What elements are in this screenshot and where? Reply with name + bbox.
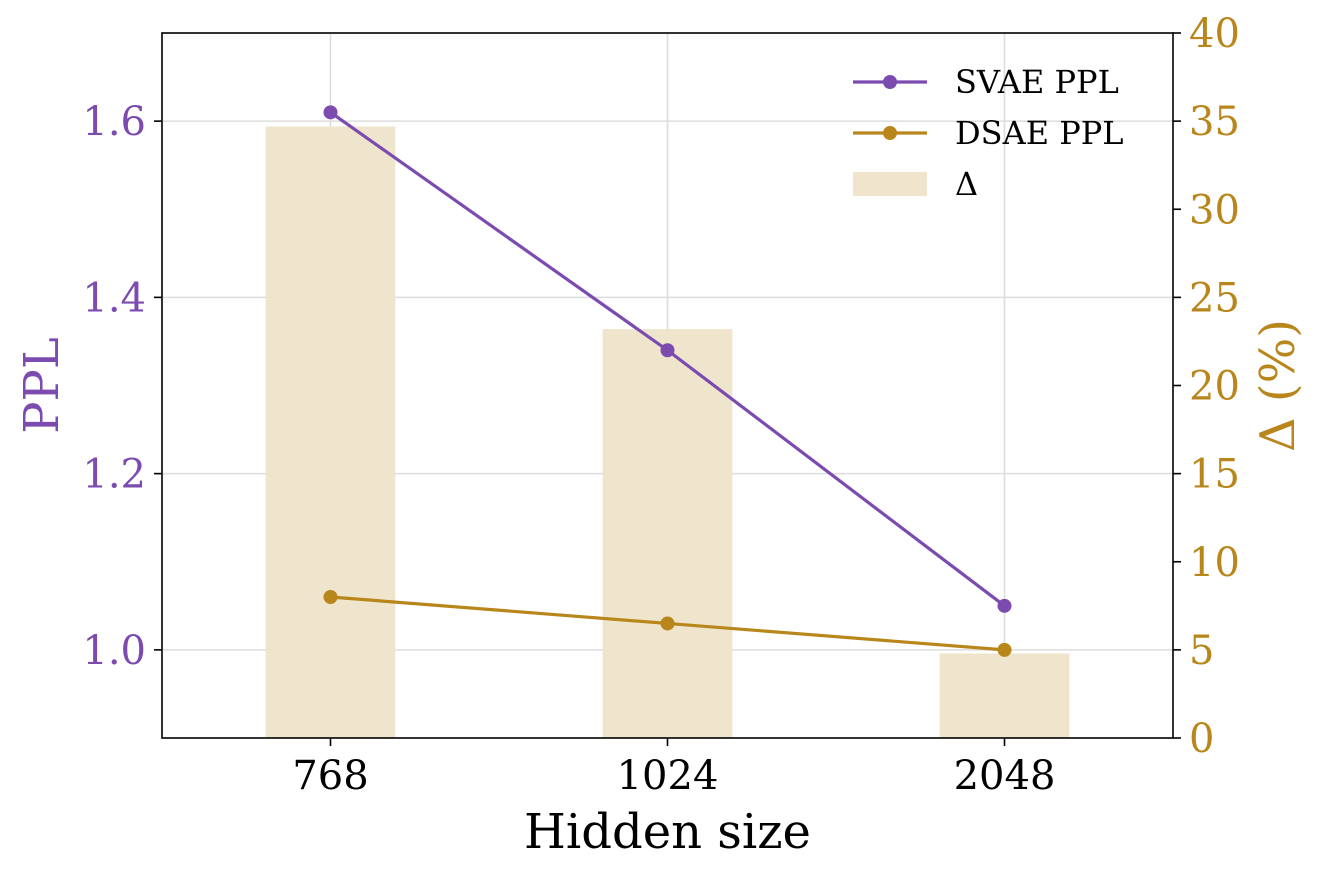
delta-bar (602, 329, 733, 738)
tick-label-right: 20 (1189, 364, 1240, 410)
tick-label-x: 768 (292, 753, 368, 799)
tick-label-left: 1.6 (82, 99, 146, 145)
tick-label-right: 30 (1189, 187, 1240, 233)
tick-label-left: 1.2 (82, 452, 146, 498)
legend-swatch (853, 172, 927, 196)
series-point (660, 343, 675, 358)
tick-label-left: 1.0 (82, 628, 146, 674)
delta-bars (265, 126, 1070, 739)
x-axis-label: Hidden size (524, 804, 811, 860)
tick-label-x: 2048 (954, 753, 1056, 799)
legend-label: Δ (955, 165, 978, 203)
series-point (997, 598, 1012, 613)
tick-label-right: 0 (1189, 716, 1214, 762)
y-axis-left-label: PPL (14, 337, 70, 433)
tick-label-right: 10 (1189, 540, 1240, 586)
series-point (323, 590, 338, 604)
y-axis-right-label: Δ (%) (1250, 319, 1306, 452)
tick-label-left: 1.4 (82, 275, 146, 321)
legend: SVAE PPL DSAE PPL Δ (853, 63, 1124, 203)
series-point (660, 616, 675, 631)
tick-label-right: 40 (1189, 11, 1240, 57)
tick-label-right: 5 (1189, 628, 1214, 674)
legend-marker (883, 75, 897, 89)
ppl-lines (323, 105, 1012, 657)
legend-label: SVAE PPL (955, 63, 1119, 101)
legend-label: DSAE PPL (955, 114, 1124, 152)
axis-ticks: 1.0 1.2 1.4 1.6 0 5 10 15 20 25 30 35 40 768 1024 2048 (82, 11, 1240, 799)
tick-label-right: 15 (1189, 452, 1240, 498)
series-point (323, 105, 338, 120)
series-point (997, 642, 1012, 657)
tick-label-right: 35 (1189, 99, 1240, 145)
tick-label-x: 1024 (617, 753, 719, 799)
legend-marker (883, 126, 897, 140)
delta-bar (939, 653, 1070, 738)
delta-bar (265, 126, 396, 739)
tick-label-right: 25 (1189, 275, 1240, 321)
